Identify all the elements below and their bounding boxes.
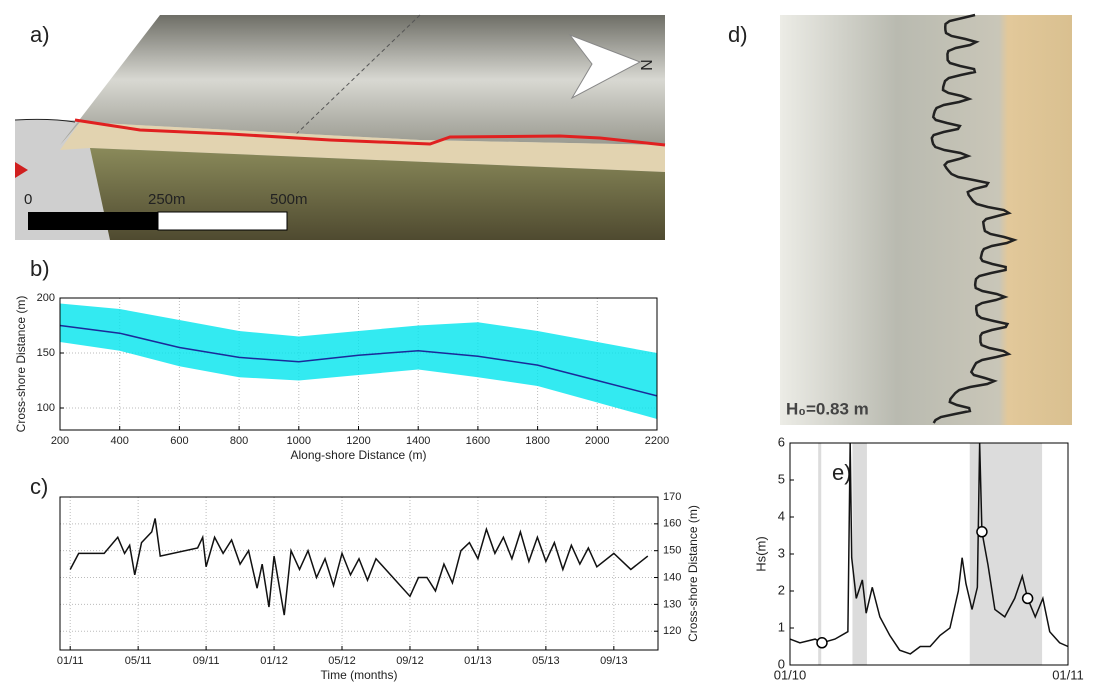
oblique-photo	[14, 14, 666, 240]
y-tick-label: 2	[778, 582, 785, 597]
y-tick-label: 160	[663, 518, 681, 530]
y-axis-label: Cross-shore Distance (m)	[14, 296, 28, 433]
y-tick-label: 170	[663, 491, 681, 503]
panel-label: a)	[30, 22, 50, 47]
x-tick-label: 05/12	[328, 655, 356, 667]
marker	[816, 637, 828, 649]
x-tick-label: 400	[111, 435, 129, 447]
x-tick-label: 01/12	[260, 655, 288, 667]
x-tick-label: 09/13	[600, 655, 628, 667]
x-tick-label: 2200	[645, 435, 669, 447]
y-tick-label: 0	[778, 656, 785, 671]
timestack-photo	[780, 13, 1072, 425]
x-tick-label: 1600	[466, 435, 490, 447]
x-axis-label: Along-shore Distance (m)	[290, 448, 426, 462]
y-tick-label: 3	[778, 545, 785, 560]
marker	[976, 526, 988, 538]
y-tick-label: 4	[778, 508, 785, 523]
line	[59, 324, 658, 397]
panel-label: b)	[30, 256, 50, 281]
y-axis-label: Cross-shore Distance (m)	[686, 505, 700, 642]
x-tick-label: 01/10	[774, 667, 807, 682]
x-tick-label: 09/12	[396, 655, 424, 667]
y-tick-label: 200	[37, 292, 55, 304]
envelope	[60, 303, 657, 419]
shade-band	[818, 443, 822, 665]
x-tick-label: 01/13	[464, 655, 492, 667]
x-tick-label: 01/11	[1052, 667, 1084, 682]
y-axis-label: Hs(m)	[753, 536, 768, 571]
annotation: H₀=0.83 m	[786, 399, 869, 418]
y-tick-label: 1	[778, 619, 785, 634]
scale-label: 250m	[148, 191, 186, 208]
axes-frame	[59, 297, 658, 431]
x-axis-label: Time (months)	[321, 668, 398, 682]
scale-label: 0	[24, 191, 32, 208]
x-tick-label: 05/11	[125, 655, 152, 667]
x-tick-label: 200	[51, 435, 69, 447]
x-tick-label: 800	[230, 435, 248, 447]
x-tick-label: 01/11	[57, 655, 84, 667]
y-tick-label: 140	[663, 571, 681, 583]
y-tick-label: 100	[37, 402, 55, 414]
north-label: N	[637, 59, 654, 71]
panel-label: c)	[30, 474, 48, 499]
line	[69, 518, 649, 616]
x-tick-label: 09/11	[193, 655, 220, 667]
y-tick-label: 6	[778, 434, 785, 449]
y-tick-label: 120	[663, 625, 681, 637]
x-tick-label: 1200	[346, 435, 370, 447]
axes-frame	[789, 442, 1069, 666]
panel-label: d)	[728, 22, 748, 47]
line	[789, 442, 1069, 655]
scale-label: 500m	[270, 191, 308, 208]
y-tick-label: 150	[663, 545, 681, 557]
x-tick-label: 1000	[287, 435, 311, 447]
marker	[1021, 592, 1034, 605]
y-tick-label: 130	[663, 598, 681, 610]
y-tick-label: 150	[37, 347, 55, 359]
x-tick-label: 2000	[585, 435, 609, 447]
axes-frame	[59, 496, 659, 651]
y-tick-label: 5	[778, 471, 785, 486]
x-tick-label: 600	[170, 435, 188, 447]
x-tick-label: 1400	[406, 435, 430, 447]
x-tick-label: 1800	[525, 435, 549, 447]
panel-label: e)	[832, 460, 852, 485]
shade-band	[969, 443, 1043, 665]
shade-band	[852, 443, 867, 665]
x-tick-label: 05/13	[532, 655, 560, 667]
